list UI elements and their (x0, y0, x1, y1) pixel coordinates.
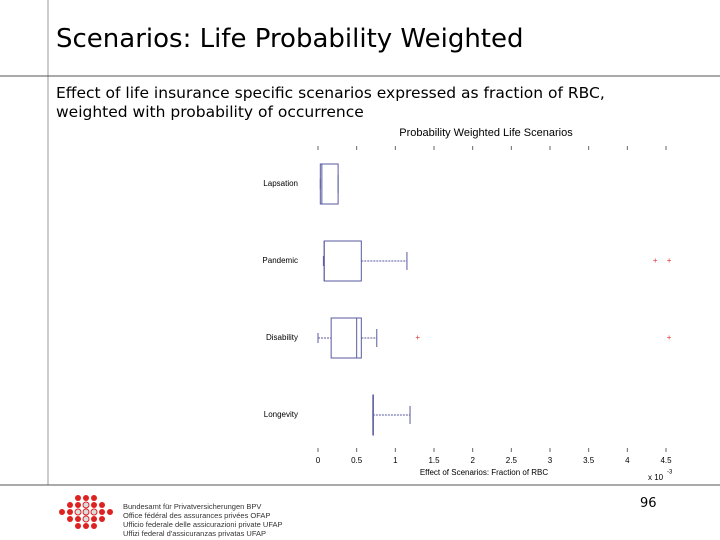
x-tick-label: 2 (470, 456, 475, 465)
category-label: Disability (266, 333, 298, 342)
x-tick-label: 4 (625, 456, 630, 465)
category-label: Lapsation (263, 179, 298, 188)
x-tick-label: 4.5 (660, 456, 672, 465)
x-tick-label: 0 (316, 456, 321, 465)
subtitle-line: weighted with probability of occurrence (56, 103, 364, 121)
footer: Bundesamt für Privatversicherungen BPV O… (123, 502, 283, 538)
footer-line: Ufficio federale delle assicurazioni pri… (123, 520, 283, 529)
box (319, 163, 339, 205)
page-number: 96 (640, 496, 657, 511)
logo (59, 495, 113, 529)
category-label: Pandemic (262, 256, 298, 265)
subtitle: Effect of life insurance specific scenar… (56, 84, 716, 122)
axis-multiplier: x 10 (648, 473, 664, 482)
x-tick-label: 0.5 (351, 456, 363, 465)
outlier: + (415, 333, 420, 342)
box (323, 240, 362, 282)
slide-title: Scenarios: Life Probability Weighted (56, 24, 524, 54)
axis-multiplier-exponent: -3 (667, 470, 673, 476)
x-tick-label: 3.5 (583, 456, 595, 465)
footer-line: Uffizi federal d'assicuranzas privatas U… (123, 529, 267, 538)
x-tick-label: 1.5 (428, 456, 440, 465)
outlier: + (667, 333, 672, 342)
box (330, 317, 362, 359)
outlier: + (653, 256, 658, 265)
subtitle-line: Effect of life insurance specific scenar… (56, 84, 605, 102)
x-tick-label: 1 (393, 456, 398, 465)
x-tick-label: 3 (548, 456, 553, 465)
category-label: Longevity (264, 410, 298, 419)
x-tick-label: 2.5 (506, 456, 518, 465)
x-axis-label: Effect of Scenarios: Fraction of RBC (420, 468, 549, 477)
footer-line: Office fédéral des assurances privées OF… (123, 511, 271, 520)
outlier: + (667, 256, 672, 265)
chart-title: Probability Weighted Life Scenarios (399, 127, 573, 139)
footer-line: Bundesamt für Privatversicherungen BPV (123, 502, 262, 511)
